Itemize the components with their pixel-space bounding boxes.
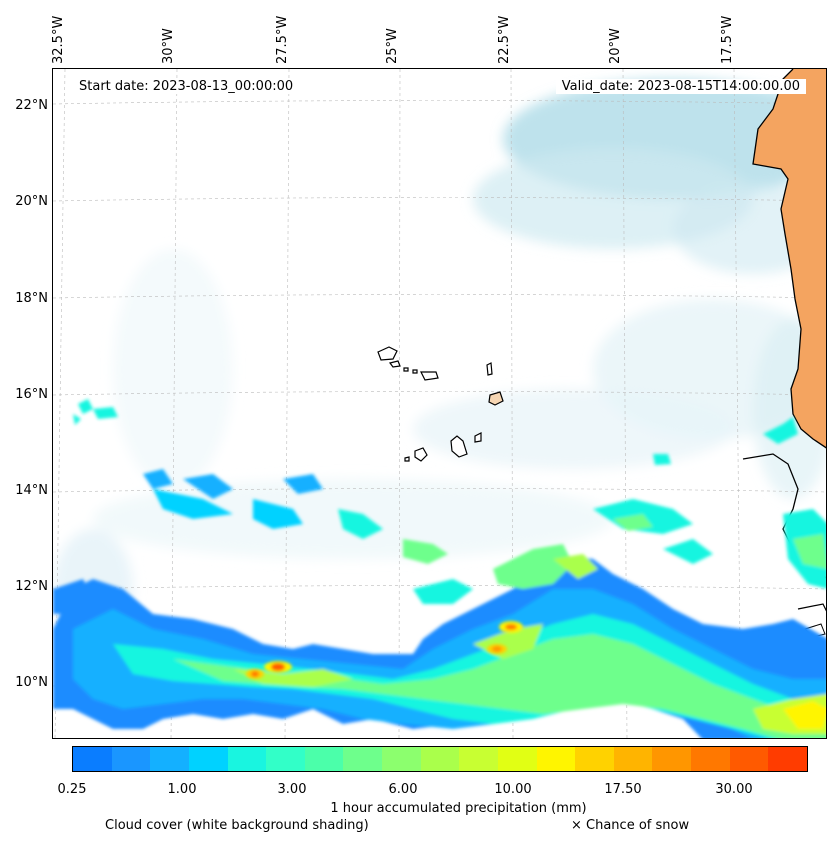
colorbar-segment [227, 747, 267, 771]
colorbar-segment [536, 747, 576, 771]
lon-label-20w: 20°W [608, 28, 623, 64]
colorbar-segment [768, 747, 807, 771]
colorbar-segment [613, 747, 653, 771]
colorbar-segment [266, 747, 305, 771]
colorbar-segment [188, 747, 228, 771]
colorbar-segment [343, 747, 382, 771]
colorbar-tick: 0.25 [57, 782, 87, 797]
colorbar-tick: 1.00 [167, 782, 197, 797]
lon-label-30w: 30°W [161, 28, 176, 64]
colorbar-segment [382, 747, 421, 771]
colorbar-tick: 10.00 [494, 782, 532, 797]
colorbar-tick: 6.00 [388, 782, 418, 797]
colorbar-segment [691, 747, 730, 771]
lat-label-18n: 18°N [15, 291, 48, 306]
colorbar-segment [150, 747, 189, 771]
colorbar-title: 1 hour accumulated precipitation (mm) [330, 801, 587, 816]
colorbar-segment [729, 747, 769, 771]
map-panel[interactable]: Start date: 2023-08-13_00:00:00 Valid_da… [52, 68, 827, 739]
lon-label-25w: 25°W [385, 28, 400, 64]
colorbar-segment [304, 747, 344, 771]
lon-label-22-5w: 22.5°W [497, 15, 512, 64]
lon-label-32-5w: 32.5°W [51, 15, 66, 64]
cape-verde-islands [377, 346, 504, 462]
snow-chance-note: × Chance of snow [571, 818, 690, 833]
valid-date-label: Valid_date: 2023-08-15T14:00:00.00 [555, 79, 806, 94]
lon-label-17-5w: 17.5°W [720, 15, 735, 64]
colorbar-segment [111, 747, 151, 771]
lat-label-14n: 14°N [15, 483, 48, 498]
colorbar-segment [652, 747, 691, 771]
cloud-cover-note: Cloud cover (white background shading) [105, 818, 369, 833]
lon-label-27-5w: 27.5°W [275, 15, 290, 64]
lat-label-12n: 12°N [15, 579, 48, 594]
lat-label-10n: 10°N [15, 675, 48, 690]
colorbar-tick: 17.50 [604, 782, 642, 797]
lat-label-20n: 20°N [15, 194, 48, 209]
precipitation-layer [53, 399, 826, 738]
colorbar-segment [459, 747, 498, 771]
colorbar-segment [497, 747, 537, 771]
map-canvas [53, 69, 826, 738]
start-date-label: Start date: 2023-08-13_00:00:00 [73, 79, 300, 94]
colorbar-tick: 30.00 [715, 782, 753, 797]
colorbar-segment [420, 747, 460, 771]
precipitation-colorbar [72, 746, 808, 772]
cloud-cover-layer [53, 79, 826, 649]
lat-label-16n: 16°N [15, 387, 48, 402]
colorbar-segment [575, 747, 614, 771]
lat-label-22n: 22°N [15, 98, 48, 113]
colorbar-tick: 3.00 [277, 782, 307, 797]
colorbar-segment [73, 747, 112, 771]
